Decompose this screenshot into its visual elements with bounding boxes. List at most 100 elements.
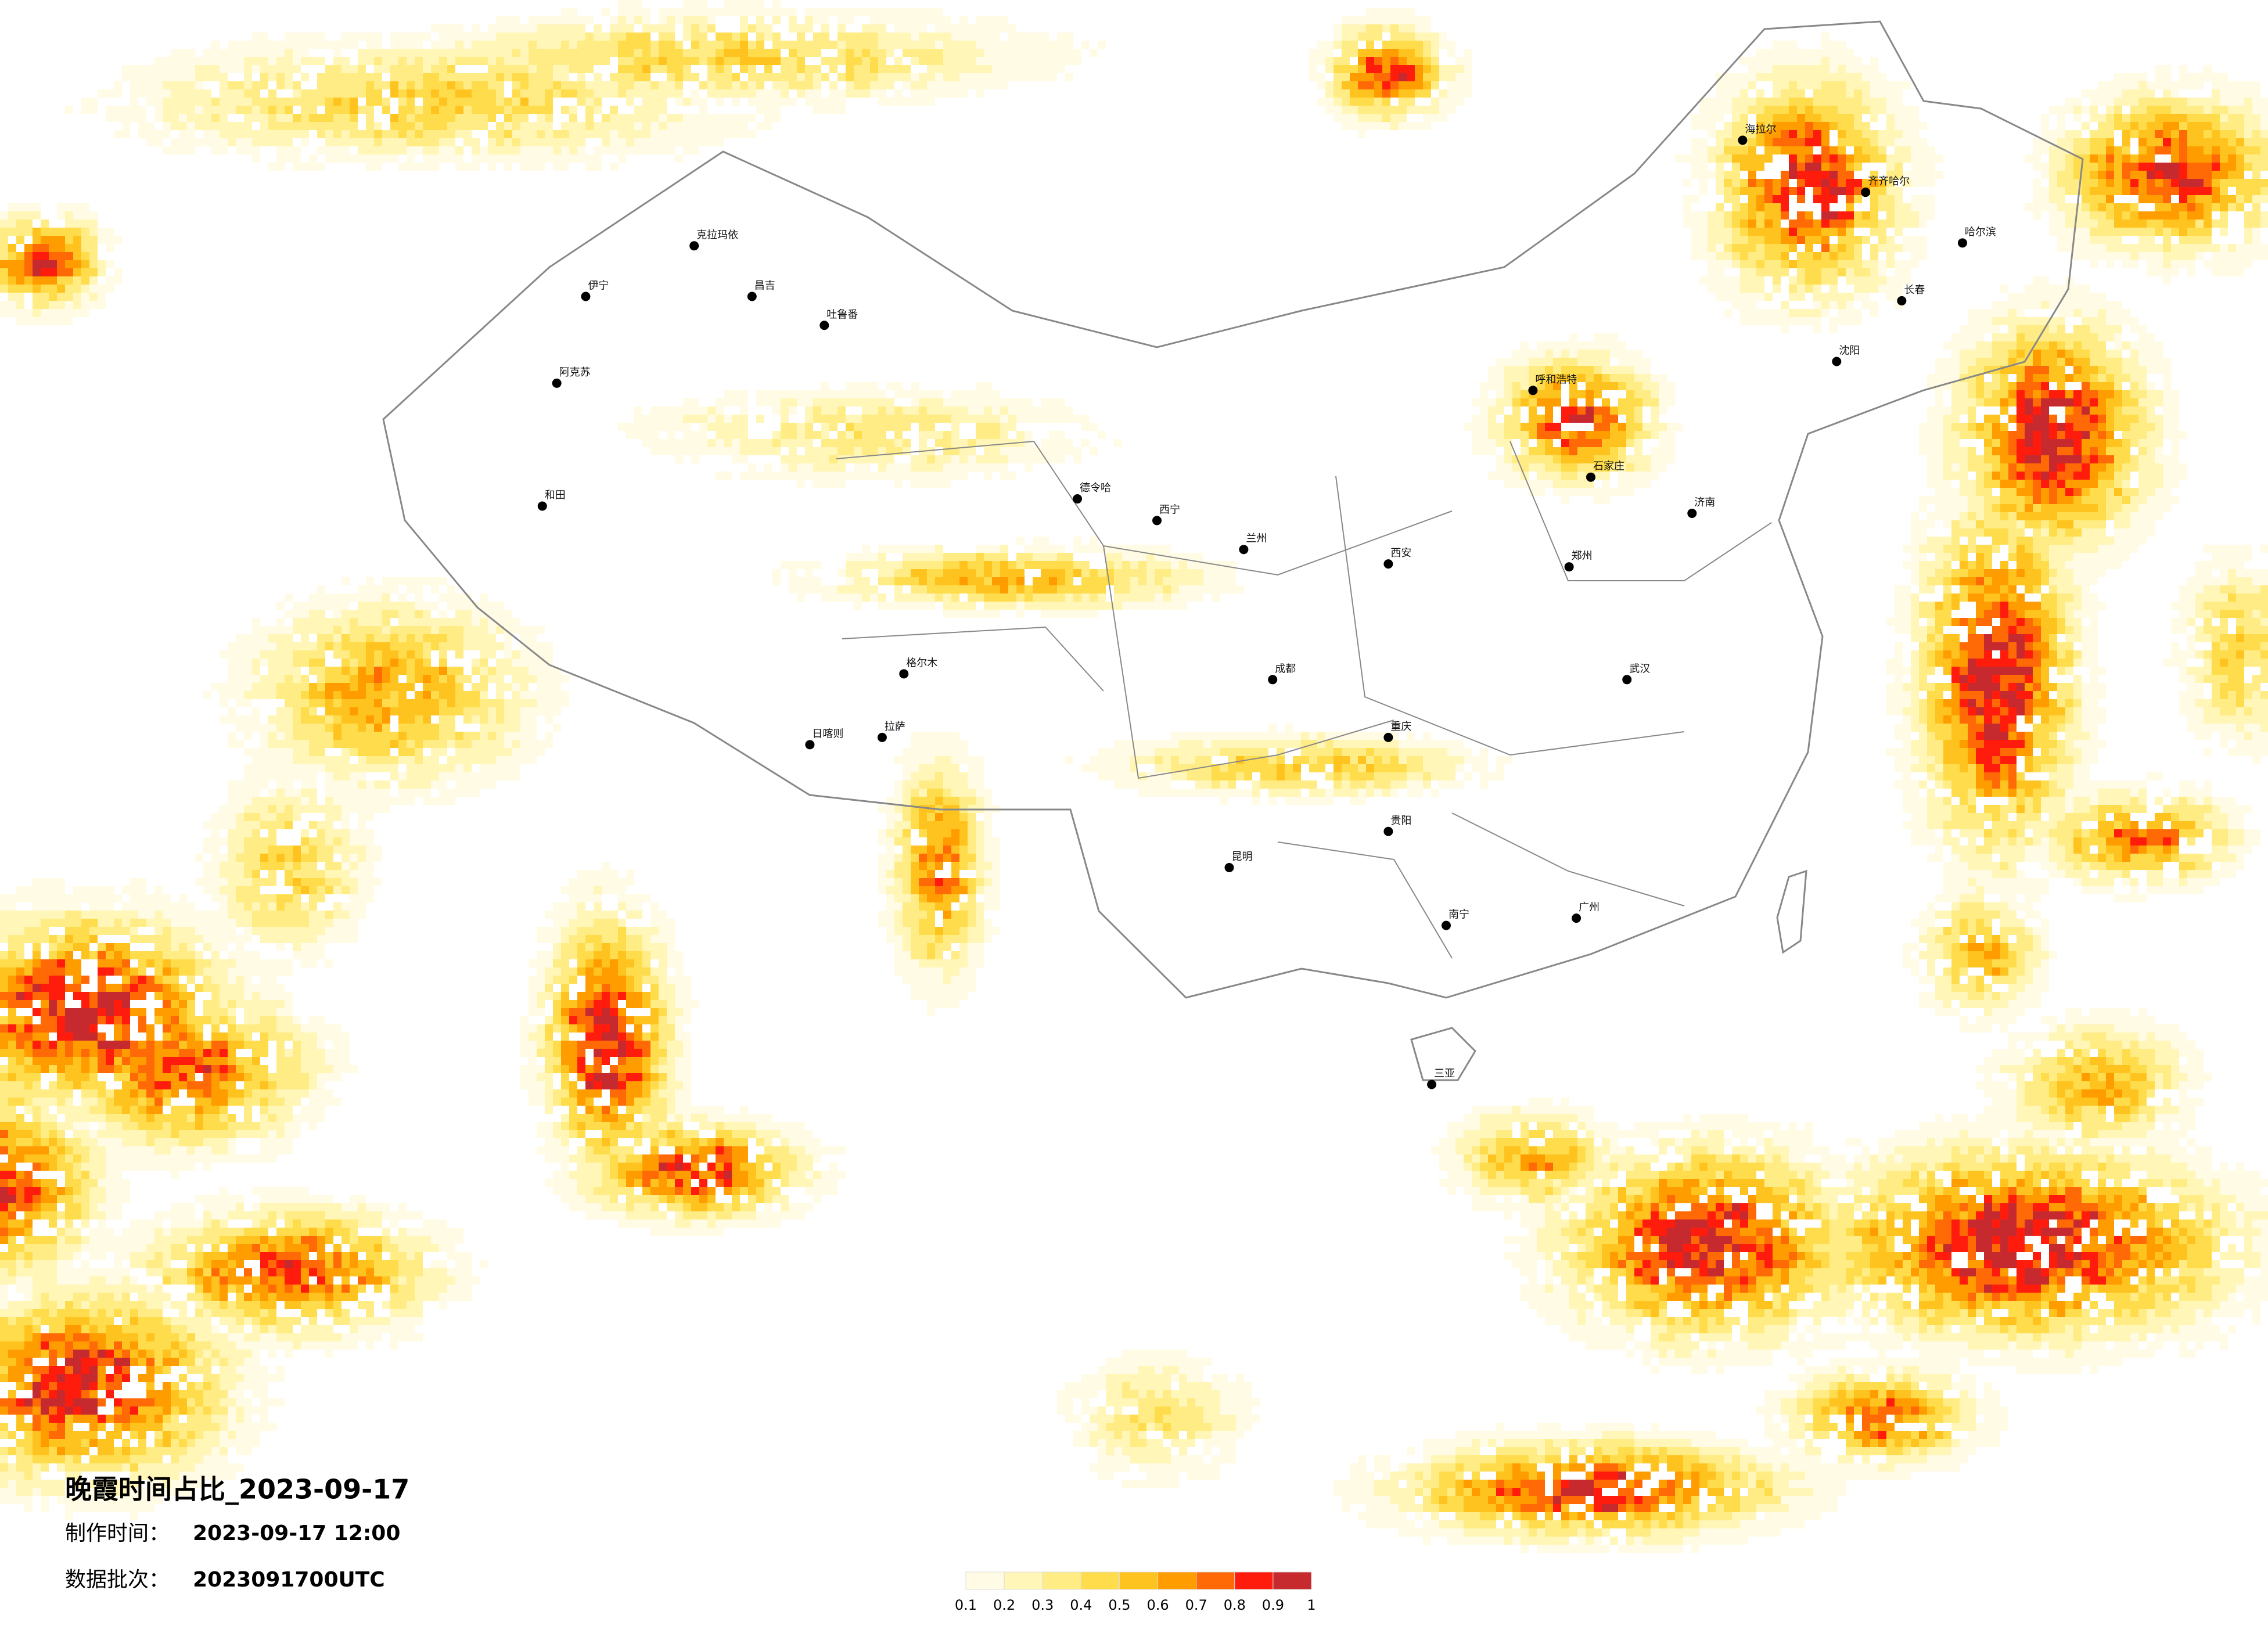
heat-cell [911,33,919,41]
heat-cell [691,16,699,24]
heat-cell [163,57,171,65]
heat-cell [1968,512,1976,520]
heat-cell [903,415,911,423]
heat-cell [2082,317,2090,325]
heat-cell [2114,228,2122,236]
heat-cell [789,65,797,73]
heat-cell [195,89,203,98]
heat-cell [1512,350,1521,358]
heat-cell [1748,268,1756,276]
heat-cell [1789,57,1797,65]
heat-cell [1862,130,1870,138]
heat-cell [2155,114,2163,122]
heat-cell [1390,73,1399,81]
heat-cell [2098,211,2106,220]
heat-cell [1545,472,1553,480]
heat-cell [2228,244,2236,252]
heat-cell [512,65,520,73]
heat-cell [1374,57,1382,65]
heat-cell [358,57,366,65]
heat-cell [707,423,716,431]
heat-cell [854,8,862,16]
heat-cell [1951,358,1960,366]
heat-cell [862,89,870,98]
heat-cell [2057,203,2065,211]
heat-cell [2130,187,2138,195]
heat-cell [2260,211,2268,220]
heat-cell [789,398,797,406]
heat-cell [1968,358,1976,366]
heat-cell [2155,447,2163,455]
heat-cell [594,89,602,98]
heat-cell [2073,528,2082,537]
heat-cell [1382,114,1390,122]
heat-cell [1033,406,1041,415]
heat-cell [1358,106,1366,114]
heat-cell [740,41,748,49]
heat-cell [0,285,8,293]
heat-cell [1106,553,1114,561]
heat-cell [1911,171,1919,179]
heat-cell [236,146,244,154]
heat-cell [2098,228,2106,236]
heat-cell [2163,211,2171,220]
heat-cell [976,89,984,98]
heat-cell [1951,520,1960,528]
heat-cell [1423,57,1431,65]
heat-cell [1374,33,1382,41]
heat-cell [1886,154,1895,163]
heat-cell [276,154,285,163]
heat-cell [846,33,854,41]
heat-cell [1740,114,1748,122]
heat-cell [366,98,374,106]
heat-cell [838,73,846,81]
heat-cell [1984,325,1992,333]
heat-cell [455,49,463,57]
heat-cell [2025,301,2033,309]
heat-cell [2025,341,2033,350]
heat-cell [2025,463,2033,472]
heat-cell [2049,390,2057,398]
heat-cell [1764,187,1773,195]
heat-cell [1610,374,1618,382]
heat-cell [2155,431,2163,439]
heat-cell [1675,154,1683,163]
heat-cell [2090,211,2098,220]
heat-cell [2163,463,2171,472]
heat-cell [2138,195,2147,203]
heat-cell [805,423,813,431]
heat-cell [244,130,252,138]
heat-cell [2000,341,2008,350]
heat-cell [252,154,260,163]
heat-cell [1016,41,1025,49]
heat-cell [2041,187,2049,195]
heat-cell [1976,472,1984,480]
heat-cell [919,16,927,24]
heat-cell [2000,406,2008,415]
heat-cell [1626,439,1634,447]
heat-cell [1878,154,1886,163]
heat-cell [1610,406,1618,415]
heat-cell [252,89,260,98]
heat-cell [2090,317,2098,325]
heat-cell [154,89,163,98]
heat-cell [951,89,959,98]
heat-cell [1488,472,1496,480]
heat-cell [1935,358,1943,366]
heat-cell [2049,195,2057,203]
heat-cell [764,439,772,447]
heat-cell [691,73,699,81]
heat-cell [935,16,943,24]
heat-cell [699,0,707,8]
heat-cell [1935,455,1943,463]
heat-cell [1805,114,1813,122]
heat-cell [1870,130,1878,138]
heat-cell [2049,350,2057,358]
heat-cell [1708,106,1716,114]
heat-cell [163,114,171,122]
heat-cell [764,98,772,106]
heat-cell [2130,398,2138,406]
heat-cell [81,293,89,301]
heat-cell [667,415,675,423]
heat-cell [968,24,976,33]
